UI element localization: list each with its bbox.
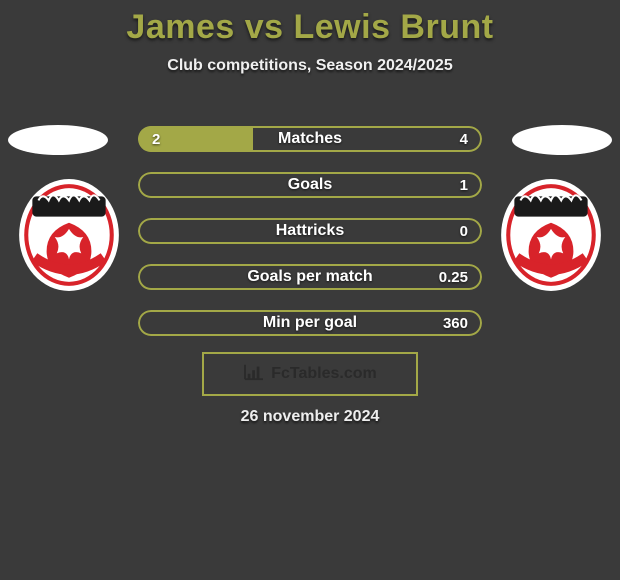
player-right-avatar-placeholder — [512, 125, 612, 155]
stat-bar: 1Goals — [138, 172, 482, 198]
subtitle: Club competitions, Season 2024/2025 — [0, 57, 620, 75]
stat-bar: 0.25Goals per match — [138, 264, 482, 290]
watermark-text: FcTables.com — [271, 365, 377, 383]
date-label: 26 november 2024 — [0, 408, 620, 426]
club-crest-left — [18, 178, 120, 292]
stats-bars: 24Matches1Goals0Hattricks0.25Goals per m… — [138, 126, 482, 356]
watermark: FcTables.com — [202, 352, 418, 396]
stat-bar: 24Matches — [138, 126, 482, 152]
stat-value-right: 0 — [460, 218, 468, 244]
stat-value-right: 4 — [460, 126, 468, 152]
stat-value-left: 2 — [152, 126, 160, 152]
club-crest-right — [500, 178, 602, 292]
chart-icon — [243, 363, 265, 386]
player-left-avatar-placeholder — [8, 125, 108, 155]
stat-bar: 360Min per goal — [138, 310, 482, 336]
stat-value-right: 0.25 — [439, 264, 468, 290]
stat-value-right: 360 — [443, 310, 468, 336]
stat-bar: 0Hattricks — [138, 218, 482, 244]
page-title: James vs Lewis Brunt — [0, 0, 620, 47]
stat-value-right: 1 — [460, 172, 468, 198]
